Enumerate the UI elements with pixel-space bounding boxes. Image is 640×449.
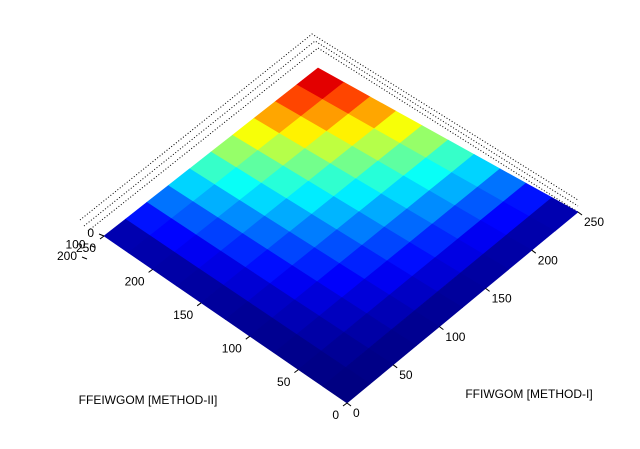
- y-axis-label: FFEIWGOM [METHOD-II]: [79, 393, 218, 407]
- y-tick: [342, 402, 348, 407]
- y-tick: [196, 302, 202, 307]
- z-tick-label: 100: [65, 238, 85, 252]
- z-tick: [98, 233, 105, 237]
- x-tick: [346, 402, 352, 407]
- y-tick: [245, 335, 251, 340]
- z-tick: [81, 256, 88, 260]
- y-tick-label: 100: [222, 341, 242, 355]
- x-tick-label: 0: [353, 406, 360, 420]
- box-edge: [79, 33, 579, 221]
- x-tick-label: 100: [445, 330, 465, 344]
- surface: [103, 67, 579, 404]
- y-tick: [99, 235, 105, 240]
- y-tick-label: 150: [173, 308, 193, 322]
- y-tick-label: 200: [125, 275, 145, 289]
- z-tick-label: 0: [87, 226, 94, 240]
- y-tick-label: 50: [277, 375, 291, 389]
- x-tick: [577, 211, 583, 216]
- box-edge: [87, 47, 579, 232]
- x-tick: [485, 287, 490, 292]
- surface-cell: [322, 367, 371, 404]
- z-tick: [90, 245, 96, 248]
- x-tick: [392, 364, 398, 369]
- x-tick: [439, 326, 444, 331]
- axes-box: [79, 33, 579, 232]
- x-tick-label: 150: [492, 292, 512, 306]
- z-tick-label: 200: [57, 249, 77, 263]
- y-tick-label: 250: [76, 241, 96, 255]
- y-tick: [148, 268, 153, 273]
- y-tick: [294, 369, 299, 374]
- x-tick: [531, 249, 537, 254]
- y-tick-label: 0: [332, 408, 339, 422]
- x-tick-label: 250: [584, 215, 604, 229]
- x-axis-label: FFIWGOM [METHOD-I]: [465, 387, 592, 401]
- x-tick-label: 200: [538, 253, 558, 267]
- x-tick-label: 50: [399, 368, 413, 382]
